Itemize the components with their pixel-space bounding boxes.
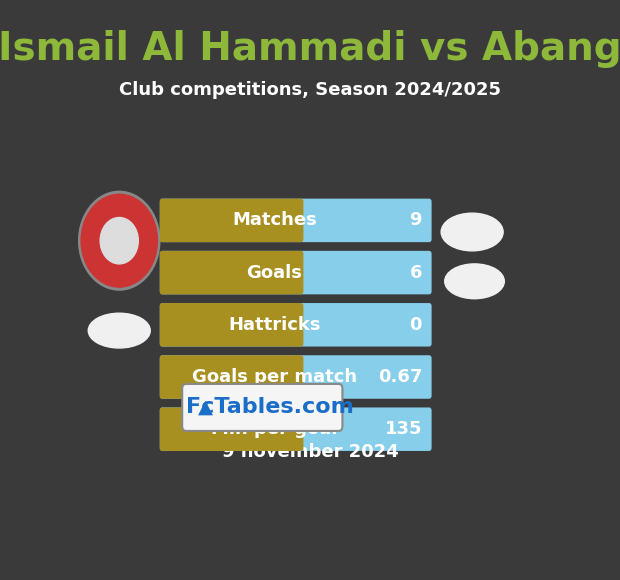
Ellipse shape [445,264,504,299]
FancyBboxPatch shape [160,251,303,294]
FancyBboxPatch shape [160,355,303,399]
FancyBboxPatch shape [182,384,342,431]
Text: Ismail Al Hammadi vs Abang: Ismail Al Hammadi vs Abang [0,30,620,68]
FancyBboxPatch shape [160,251,432,294]
Text: 0: 0 [410,316,422,334]
FancyBboxPatch shape [160,407,303,451]
Ellipse shape [441,213,503,251]
FancyBboxPatch shape [160,407,432,451]
FancyBboxPatch shape [160,355,432,399]
Text: 6: 6 [410,263,422,282]
Text: FcTables.com: FcTables.com [186,397,354,418]
Text: Goals per match: Goals per match [192,368,357,386]
Text: Club competitions, Season 2024/2025: Club competitions, Season 2024/2025 [119,81,501,99]
Text: 9: 9 [410,211,422,230]
Text: Matches: Matches [232,211,317,230]
Circle shape [100,218,138,264]
FancyBboxPatch shape [160,303,303,347]
Text: ▲: ▲ [198,398,213,417]
Text: 135: 135 [384,420,422,438]
Circle shape [79,191,160,290]
Circle shape [79,191,160,290]
FancyBboxPatch shape [160,198,432,242]
FancyBboxPatch shape [160,198,303,242]
FancyBboxPatch shape [160,303,432,347]
Ellipse shape [88,313,150,348]
Circle shape [81,194,157,287]
Text: 0.67: 0.67 [378,368,422,386]
Text: Hattricks: Hattricks [228,316,321,334]
Text: 9 november 2024: 9 november 2024 [221,443,399,462]
Text: Min per goal: Min per goal [211,420,337,438]
Text: Goals: Goals [246,263,303,282]
